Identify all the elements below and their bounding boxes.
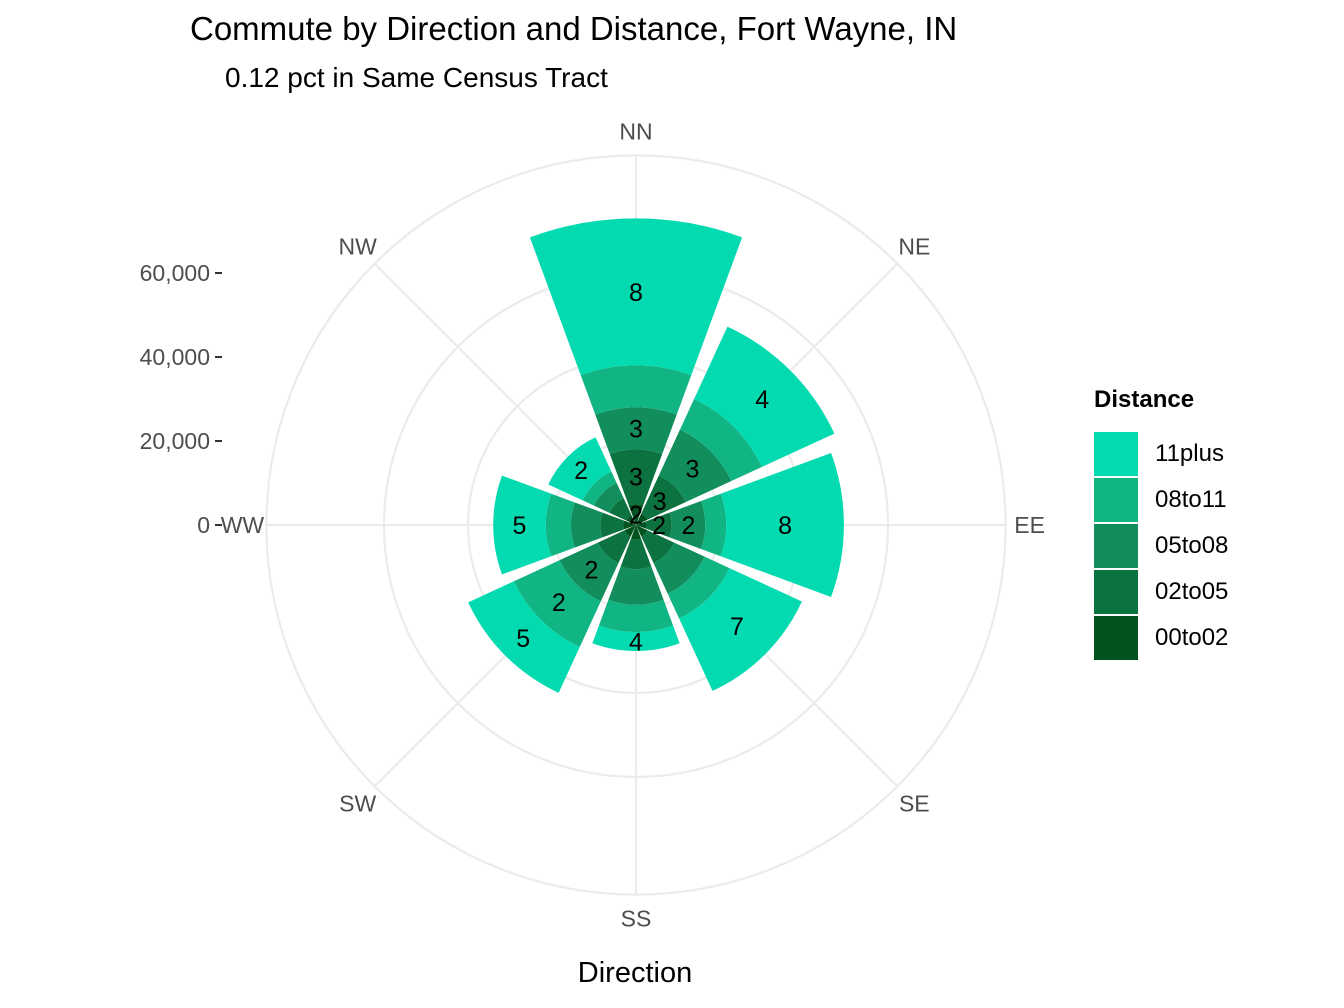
bar-label-EE-05to08: 2 xyxy=(682,512,696,540)
bar-segment-SE-02to05 xyxy=(641,530,675,564)
bar-segment-SS-11plus xyxy=(592,625,680,651)
bar-label-SS-11plus: 4 xyxy=(629,629,643,657)
bar-segment-EE-02to05 xyxy=(645,512,672,538)
bar-segment-EE-11plus xyxy=(720,453,844,597)
direction-label-SW: SW xyxy=(339,790,376,816)
bar-segment-SE-08to11 xyxy=(667,556,730,619)
bar-label-NE-02to05: 3 xyxy=(653,488,667,516)
bar-label-NN-00to02: 2 xyxy=(629,502,643,530)
legend-swatch xyxy=(1094,570,1138,614)
bar-segment-WW-08to11 xyxy=(545,493,575,557)
bar-segment-WW-05to08 xyxy=(570,502,603,548)
bar-segment-SS-08to11 xyxy=(598,599,674,633)
bar-label-NE-11plus: 4 xyxy=(755,386,769,414)
direction-label-WW: WW xyxy=(221,512,265,538)
bar-segment-NW-02to05 xyxy=(609,498,632,521)
direction-label-EE: EE xyxy=(1014,512,1045,538)
bar-segment-NE-02to05 xyxy=(641,475,686,520)
bar-segment-WW-02to05 xyxy=(600,512,625,538)
bar-segment-WW-00to02 xyxy=(623,520,636,530)
legend-label: 02to05 xyxy=(1155,578,1229,605)
bar-segment-SW-08to11 xyxy=(513,560,601,648)
bar-label-NW-11plus: 2 xyxy=(574,457,588,485)
y-tick-label: 40,000 xyxy=(140,344,210,370)
chart-title: Commute by Direction and Distance, Fort … xyxy=(190,10,958,47)
bar-segment-WW-11plus xyxy=(493,475,552,575)
bar-segment-EE-05to08 xyxy=(669,501,706,549)
bar-label-NN-02to05: 3 xyxy=(629,464,643,492)
bar-segment-NN-08to11 xyxy=(580,365,692,415)
bar-segment-NE-11plus xyxy=(694,326,835,467)
bar-segment-EE-08to11 xyxy=(701,493,727,557)
bar-label-SE-11plus: 7 xyxy=(730,613,744,641)
direction-label-NN: NN xyxy=(619,118,652,144)
bar-segment-NN-00to02 xyxy=(628,504,644,525)
bar-segment-SE-11plus xyxy=(679,568,802,691)
legend-swatch xyxy=(1094,432,1138,476)
bars xyxy=(468,218,844,693)
bar-segment-NW-00to02 xyxy=(626,515,636,525)
x-axis-label: Direction xyxy=(577,957,693,989)
bar-label-NN-11plus: 8 xyxy=(629,279,643,307)
bar-label-NN-05to08: 3 xyxy=(629,415,643,443)
direction-label-SE: SE xyxy=(899,790,930,816)
legend-swatch xyxy=(1094,616,1138,660)
bar-segment-SE-00to02 xyxy=(636,525,648,537)
bar-segment-SW-11plus xyxy=(468,581,580,693)
bar-label-EE-02to05: 2 xyxy=(652,512,666,540)
bar-segment-NN-05to08 xyxy=(595,407,677,455)
bar-segment-NE-05to08 xyxy=(658,429,732,503)
bar-segment-NN-02to05 xyxy=(609,449,663,506)
bar-label-SW-11plus: 5 xyxy=(516,625,530,653)
y-axis: 0 20,000 40,000 60,000 xyxy=(140,260,222,538)
direction-label-NW: NW xyxy=(339,234,378,260)
bar-segment-SW-05to08 xyxy=(559,542,619,602)
bar-segment-SS-05to08 xyxy=(608,566,664,605)
legend-swatch xyxy=(1094,524,1138,568)
bar-segment-NE-08to11 xyxy=(679,399,762,482)
bar-segment-SW-00to02 xyxy=(624,525,636,537)
bar-segment-NW-11plus xyxy=(548,437,612,501)
bar-segment-NE-00to02 xyxy=(636,513,648,525)
bar-segment-NW-08to11 xyxy=(582,471,617,506)
legend-label: 08to11 xyxy=(1155,486,1227,513)
direction-label-SS: SS xyxy=(621,906,652,932)
bar-label-SW-08to11: 2 xyxy=(552,589,566,617)
y-tick-label: 60,000 xyxy=(140,260,210,286)
bar-label-EE-11plus: 8 xyxy=(778,512,792,540)
bar-label-WW-11plus: 5 xyxy=(512,512,526,540)
legend-label: 11plus xyxy=(1155,440,1224,467)
bar-segment-EE-00to02 xyxy=(636,521,647,529)
bar-segment-SS-02to05 xyxy=(620,538,652,570)
bar-segment-NW-05to08 xyxy=(594,483,624,513)
chart-subtitle: 0.12 pct in Same Census Tract xyxy=(225,62,608,93)
bar-segment-SW-02to05 xyxy=(597,530,631,564)
direction-label-NE: NE xyxy=(898,234,930,260)
legend-swatch xyxy=(1094,478,1138,522)
legend-title: Distance xyxy=(1094,386,1195,413)
bar-label-NE-05to08: 3 xyxy=(685,456,699,484)
y-tick-label: 0 xyxy=(197,512,210,538)
legend-label: 05to08 xyxy=(1155,532,1229,559)
bar-segment-NN-11plus xyxy=(529,218,743,376)
bar-label-SW-05to08: 2 xyxy=(584,557,598,585)
direction-labels: NN NE EE SE SS SW WW NW xyxy=(221,118,1045,931)
legend-label: 00to02 xyxy=(1155,624,1229,651)
y-tick-label: 20,000 xyxy=(140,428,210,454)
bar-segment-SE-05to08 xyxy=(653,542,705,594)
bar-segment-SS-00to02 xyxy=(630,525,642,540)
